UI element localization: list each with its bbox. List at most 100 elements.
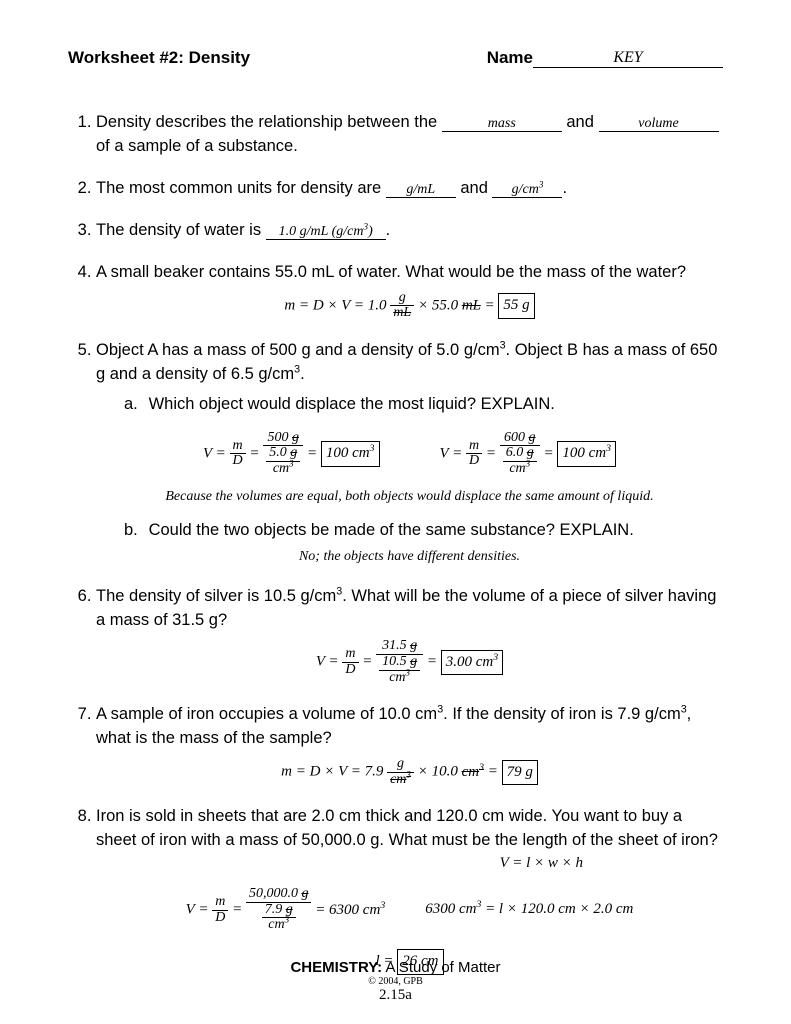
q5a-prefix: V = xyxy=(203,445,230,461)
q6-boxed: 3.00 cm3 xyxy=(441,650,503,676)
q8v-f2d-val: 7.9 xyxy=(265,902,286,917)
q5b-boxed: 100 cm3 xyxy=(557,441,616,467)
q5b-f2n-s: g xyxy=(529,430,536,445)
q5a-f2d-val: 5.0 xyxy=(269,445,290,460)
q5a-f2d-v: 5.0 g xyxy=(266,446,300,462)
q7-strike: cm3 xyxy=(462,764,484,780)
q8v-f2d-inner: 7.9 gcm3 xyxy=(262,903,296,933)
q8-text: Iron is sold in sheets that are 2.0 cm t… xyxy=(96,807,718,849)
header: Worksheet #2: Density NameKEY xyxy=(68,48,723,69)
q1-text-b: and xyxy=(562,113,599,131)
q5a-f2n-s: g xyxy=(292,430,299,445)
q5a-f2n: 500 g xyxy=(263,431,303,447)
q4-equation: m = D × V = 1.0 g mL × 55.0 mL = 55 g xyxy=(96,291,723,321)
q8v-f1n: m xyxy=(212,895,228,911)
name-value: KEY xyxy=(533,49,723,68)
q5b: b. Could the two objects be made of the … xyxy=(124,519,723,543)
q4-eq-prefix: m = D × V = 1.0 xyxy=(284,297,390,313)
q1-blank-2: volume xyxy=(599,117,719,132)
q8v-frac1: mD xyxy=(212,895,228,925)
q4-frac-den: mL xyxy=(390,306,414,321)
q5a-f2d: 5.0 gcm3 xyxy=(263,446,303,476)
q6-prefix: V = xyxy=(316,654,343,670)
q6-f2d-inner: 10.5 gcm3 xyxy=(379,655,420,685)
q8-eq-row: V = mD = 50,000.0 g 7.9 gcm3 = 6300 cm3 … xyxy=(96,881,723,939)
q7-boxed: 79 g xyxy=(502,760,538,786)
q5a: a. Which object would displace the most … xyxy=(124,393,723,417)
q8v-f2d-u: cm3 xyxy=(262,918,296,933)
footer-title: CHEMISTRY: A Study of Matter xyxy=(0,959,791,976)
q8-eq-v: V = mD = 50,000.0 g 7.9 gcm3 = 6300 cm3 xyxy=(186,887,386,933)
q6-eq1: = xyxy=(362,654,376,670)
q7-equation: m = D × V = 7.9 g cm3 × 10.0 cm3 = 79 g xyxy=(96,757,723,787)
footer-copyright: © 2004, GPB xyxy=(0,976,791,987)
q5a-boxed: 100 cm3 xyxy=(321,441,380,467)
q8v-result: = 6300 cm3 xyxy=(315,902,385,918)
q4-eq-mid: × 55.0 xyxy=(418,297,462,313)
q5b-explain: No; the objects have different densities… xyxy=(96,547,723,567)
q7-eqsign: = xyxy=(484,764,502,780)
q5b-f1n: m xyxy=(466,439,482,455)
q5a-f2d-u: cm3 xyxy=(266,462,300,477)
q7-frac-den: cm3 xyxy=(387,773,414,788)
q6-frac2: 31.5 g 10.5 gcm3 xyxy=(376,639,423,685)
q5b-label: b. xyxy=(124,519,144,543)
question-8: Iron is sold in sheets that are 2.0 cm t… xyxy=(96,805,723,974)
q5b-f2d-v: 6.0 g xyxy=(503,446,537,462)
q6-f1n: m xyxy=(342,647,358,663)
q3-blank-1: 1.0 g/mL (g/cm3) xyxy=(266,225,386,240)
q8v-f2n-v: 50,000.0 xyxy=(249,886,302,901)
q3-text-b: . xyxy=(386,221,391,239)
q2-text-c: . xyxy=(562,179,567,197)
q6-eq2: = xyxy=(427,654,441,670)
q5a-text: Which object would displace the most liq… xyxy=(149,395,555,413)
q5b-f2n-v: 600 xyxy=(504,430,529,445)
q5a-label: a. xyxy=(124,393,144,417)
name-field: NameKEY xyxy=(487,48,723,69)
q4-frac: g mL xyxy=(390,291,414,321)
q8-eq-vol: V = l × w × h xyxy=(96,853,723,875)
footer: CHEMISTRY: A Study of Matter © 2004, GPB… xyxy=(0,959,791,1004)
q6-f2n-v: 31.5 xyxy=(382,638,410,653)
q8v-eq1: = xyxy=(232,902,246,918)
q5a-explain: Because the volumes are equal, both obje… xyxy=(96,487,723,507)
q5b-f2d-u: cm3 xyxy=(503,462,537,477)
q5a-frac2: 500 g 5.0 gcm3 xyxy=(263,431,303,477)
question-6: The density of silver is 10.5 g/cm3. Wha… xyxy=(96,585,723,685)
q8v-prefix: V = xyxy=(186,902,213,918)
question-2: The most common units for density are g/… xyxy=(96,177,723,201)
q5-text: Object A has a mass of 500 g and a densi… xyxy=(96,341,717,383)
question-4: A small beaker contains 55.0 mL of water… xyxy=(96,261,723,321)
q5a-eq1: = xyxy=(249,445,263,461)
q5b-f2d-inner: 6.0 gcm3 xyxy=(503,446,537,476)
q5-equations: V = mD = 500 g 5.0 gcm3 = 100 cm3 V = mD xyxy=(96,425,723,483)
q6-f2d-s: g xyxy=(410,654,417,669)
q2-text-a: The most common units for density are xyxy=(96,179,386,197)
q8v-f1d: D xyxy=(212,911,228,926)
q8v-f2d: 7.9 gcm3 xyxy=(246,903,312,933)
q7-text-b: . If the density of iron is 7.9 g/cm xyxy=(443,705,681,723)
q2-text-b: and xyxy=(456,179,493,197)
q5-eq-a: V = mD = 500 g 5.0 gcm3 = 100 cm3 xyxy=(203,431,380,477)
q5b-frac2: 600 g 6.0 gcm3 xyxy=(500,431,540,477)
footer-pagenum: 2.15a xyxy=(0,987,791,1004)
question-5: Object A has a mass of 500 g and a densi… xyxy=(96,339,723,567)
q5b-eq2: = xyxy=(544,445,558,461)
q6-f2n-s: g xyxy=(410,638,417,653)
q5b-frac1: mD xyxy=(466,439,482,469)
q5a-eq2: = xyxy=(307,445,321,461)
q8v-frac2: 50,000.0 g 7.9 gcm3 xyxy=(246,887,312,933)
q5b-f2d-val: 6.0 xyxy=(506,445,527,460)
question-list: Density describes the relationship betwe… xyxy=(68,111,723,975)
question-7: A sample of iron occupies a volume of 10… xyxy=(96,703,723,787)
q2-blank-1: g/mL xyxy=(386,183,456,198)
name-label: Name xyxy=(487,48,533,67)
q8-eq-dim: 6300 cm3 = l × 120.0 cm × 2.0 cm xyxy=(425,899,633,921)
q5b-eq1: = xyxy=(486,445,500,461)
footer-bold: CHEMISTRY: xyxy=(290,959,382,976)
q8v-f2n: 50,000.0 g xyxy=(246,887,312,903)
footer-rest: A Study of Matter xyxy=(382,959,500,976)
q5b-text: Could the two objects be made of the sam… xyxy=(149,521,634,539)
q6-f2n: 31.5 g xyxy=(376,639,423,655)
worksheet-page: Worksheet #2: Density NameKEY Density de… xyxy=(0,0,791,1024)
